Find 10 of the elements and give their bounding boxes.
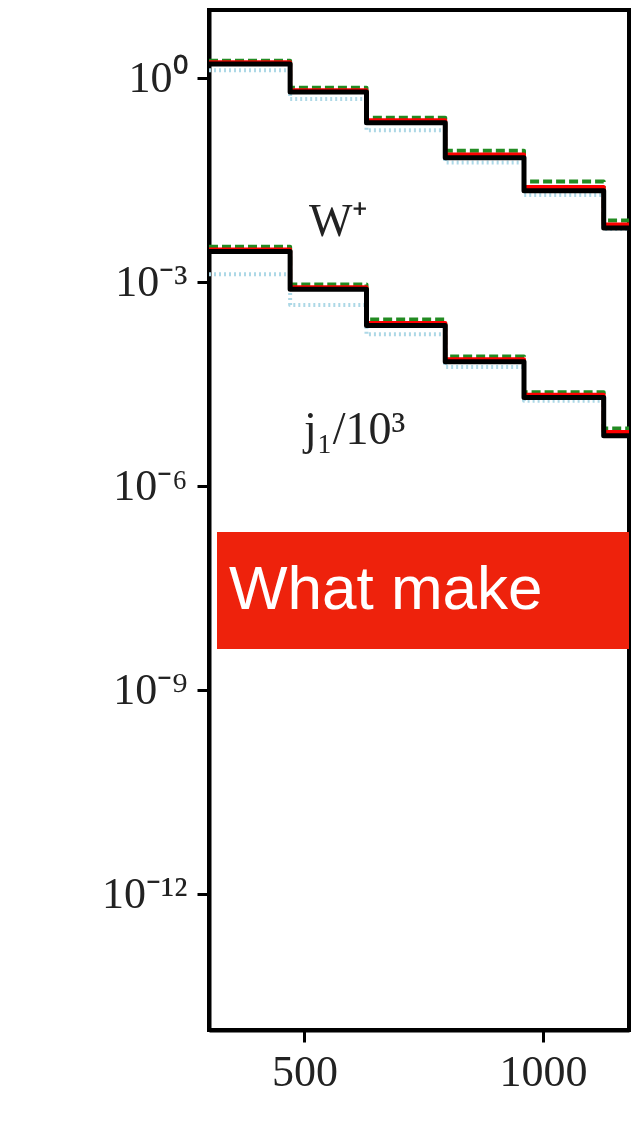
x-tick-label: 500 bbox=[271, 1046, 338, 1096]
y-tick-label: 10⁻³ bbox=[115, 256, 188, 306]
y-tick-label: 10⁰ bbox=[128, 52, 188, 102]
annotation: What make bbox=[229, 553, 543, 622]
y-tick-label: 10⁻⁶ bbox=[113, 460, 188, 510]
y-tick-label: 10⁻⁹ bbox=[113, 664, 188, 714]
x-tick-label: 1000 bbox=[499, 1046, 588, 1096]
y-tick-label: 10⁻¹² bbox=[102, 868, 188, 918]
annotation: W⁺ bbox=[309, 195, 369, 246]
annotation: j₁/10³ bbox=[302, 403, 406, 454]
